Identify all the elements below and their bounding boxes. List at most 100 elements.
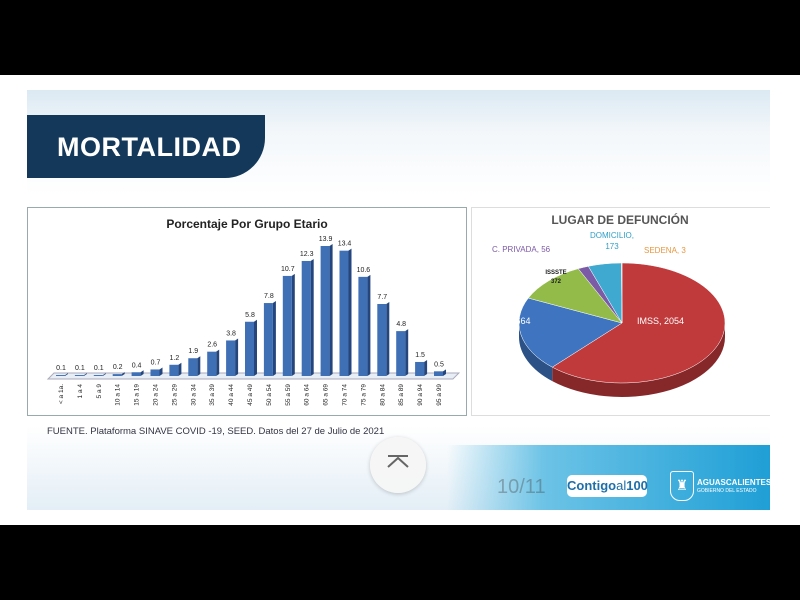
- tick-label: 35 a 39: [209, 384, 216, 406]
- bar-side: [216, 349, 220, 376]
- bar-side: [272, 301, 276, 376]
- tick-label: 30 a 34: [190, 384, 197, 406]
- state-crest-icon: ♜: [670, 471, 694, 501]
- data-label: 0.5: [434, 361, 444, 368]
- data-label: 13.4: [338, 241, 352, 248]
- pie-label: 173: [605, 242, 619, 251]
- bar-side: [83, 373, 87, 376]
- tick-label: 60 a 64: [304, 384, 311, 406]
- pie-label: 372: [551, 279, 562, 285]
- bar-side: [424, 359, 428, 376]
- data-label: 1.2: [170, 355, 180, 362]
- contigo-logo: Contigoal100: [567, 475, 648, 497]
- bar-side: [65, 373, 68, 376]
- bar-side: [291, 273, 295, 376]
- tick-label: 40 a 44: [228, 384, 235, 406]
- pie-label: DOMICILIO,: [590, 231, 634, 240]
- bar: [434, 371, 443, 376]
- bar: [56, 375, 65, 376]
- government-logo: AGUASCALIENTES GOBIERNO DEL ESTADO: [697, 478, 770, 496]
- bar: [226, 340, 236, 376]
- data-label: 13.9: [319, 236, 333, 243]
- pie-slice-side: [519, 323, 553, 382]
- bar: [320, 246, 330, 376]
- tick-label: 1 a 4: [77, 384, 84, 399]
- bar-side: [348, 248, 352, 376]
- page-number: 10/11: [497, 476, 546, 498]
- tick-label: < a 1a.: [58, 384, 65, 404]
- bar: [207, 351, 217, 376]
- tick-label: 25 a 29: [171, 384, 178, 406]
- tick-label: 70 a 74: [342, 384, 349, 406]
- logo-text: 100: [626, 478, 648, 493]
- bar-side: [367, 274, 371, 376]
- tick-label: 55 a 59: [285, 384, 292, 406]
- bar: [131, 372, 141, 376]
- tick-label: 75 a 79: [360, 384, 367, 406]
- tick-label: 45 a 49: [247, 384, 254, 406]
- bar: [339, 250, 349, 376]
- slide-title: MORTALIDAD: [57, 132, 242, 162]
- bar: [112, 374, 122, 376]
- bar-side: [159, 367, 163, 376]
- tick-label: 90 a 94: [417, 384, 424, 406]
- bar-side: [197, 356, 201, 376]
- bar-side: [386, 301, 390, 376]
- scroll-up-button[interactable]: [370, 437, 426, 493]
- data-label: 0.1: [56, 365, 66, 372]
- pie-slice-side: [552, 323, 725, 397]
- title-banner: MORTALIDAD: [27, 115, 265, 178]
- pie-slice: [527, 268, 623, 324]
- pie-label: SEDENA, 3: [644, 246, 686, 255]
- source-note: FUENTE. Plataforma SINAVE COVID -19, SEE…: [47, 426, 385, 437]
- bar: [93, 375, 103, 376]
- bar: [169, 364, 179, 376]
- data-label: 0.4: [132, 362, 142, 369]
- data-label: 0.1: [75, 365, 85, 372]
- bar: [282, 275, 292, 376]
- tick-label: 95 a 99: [436, 384, 443, 406]
- chart-title: Porcentaje Por Grupo Etario: [166, 217, 327, 231]
- pie-label: IMSS, 2054: [637, 316, 684, 326]
- tick-label: 50 a 54: [266, 384, 273, 406]
- slide: MORTALIDAD Porcentaje Por Grupo Etario 0.…: [27, 90, 770, 510]
- data-label: 10.7: [281, 266, 295, 273]
- tick-label: 10 a 14: [115, 384, 122, 406]
- bar-side: [235, 338, 239, 376]
- bar-side: [405, 329, 409, 376]
- data-label: 1.5: [415, 352, 425, 359]
- pie-label: ISSSTE: [545, 270, 566, 276]
- data-label: 12.3: [300, 251, 314, 258]
- data-label: 2.6: [207, 342, 217, 349]
- chart-title: LUGAR DE DEFUNCIÓN: [551, 212, 688, 227]
- bar: [396, 331, 406, 376]
- data-label: 10.6: [357, 267, 371, 274]
- bar-side: [121, 372, 125, 376]
- bar-side: [254, 319, 257, 376]
- logo-text: Contigo: [567, 478, 617, 493]
- data-label: 0.2: [113, 364, 123, 371]
- bar: [150, 369, 160, 376]
- place-of-death-chart: LUGAR DE DEFUNCIÓN IMSS, 2054 ISSEA, 664 IS…: [471, 207, 770, 416]
- tick-label: 80 a 84: [379, 384, 386, 406]
- bar: [358, 276, 368, 376]
- bar-side: [443, 369, 446, 376]
- data-label: 0.7: [151, 359, 161, 366]
- data-label: 1.9: [188, 348, 198, 355]
- bar: [188, 358, 198, 376]
- pie-label: ISSEA, 664: [484, 316, 531, 326]
- bar: [245, 321, 254, 376]
- data-label: 7.8: [264, 293, 274, 300]
- data-label: 5.8: [245, 312, 255, 319]
- pie-slice: [551, 262, 726, 384]
- gov-name: AGUASCALIENTES: [697, 478, 770, 487]
- bar-side: [310, 258, 314, 376]
- bar-side: [329, 244, 333, 376]
- tick-label: 15 a 19: [134, 384, 141, 406]
- age-group-chart: Porcentaje Por Grupo Etario 0.1 < a 1a. 0.1…: [27, 207, 467, 416]
- bar-side: [178, 362, 182, 376]
- tick-label: 20 a 24: [153, 384, 160, 406]
- tick-label: 65 a 69: [323, 384, 330, 406]
- tick-label: 85 a 89: [398, 384, 405, 406]
- bar: [377, 303, 387, 376]
